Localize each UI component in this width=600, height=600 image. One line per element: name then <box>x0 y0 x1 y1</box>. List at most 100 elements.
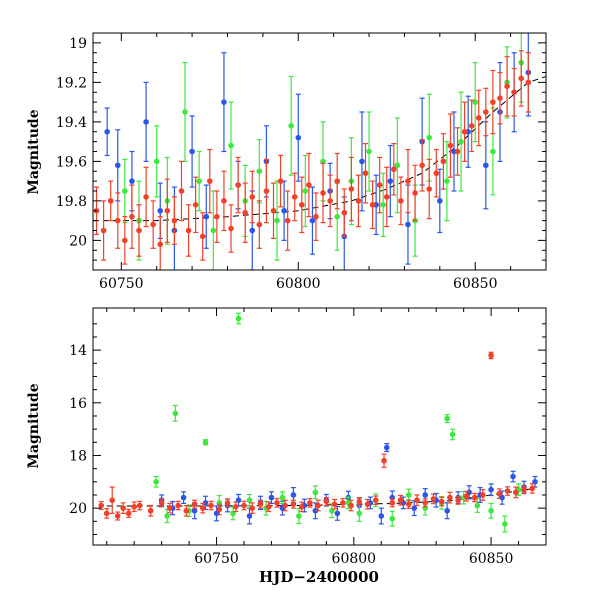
data-point <box>232 504 239 510</box>
data-point <box>381 457 387 464</box>
data-point <box>426 186 433 192</box>
data-point <box>214 213 220 220</box>
data-point <box>419 162 425 169</box>
data-point <box>98 502 105 509</box>
data-point <box>153 479 159 485</box>
data-point <box>471 494 478 501</box>
data-point <box>281 207 287 214</box>
data-point <box>313 213 319 220</box>
data-point <box>433 170 440 177</box>
data-point <box>157 241 164 248</box>
data-point <box>356 510 363 517</box>
data-point <box>483 162 489 169</box>
data-point <box>320 190 326 196</box>
data-point <box>288 123 294 129</box>
data-point <box>147 507 154 514</box>
data-point <box>274 217 280 224</box>
data-point <box>178 188 185 194</box>
data-point <box>444 178 450 184</box>
data-point <box>202 500 209 506</box>
data-point <box>356 498 363 505</box>
data-point <box>164 513 170 519</box>
data-point <box>389 515 396 522</box>
data-point <box>466 489 472 496</box>
data-point <box>529 485 536 492</box>
data-point <box>309 217 316 224</box>
data-point <box>340 500 346 506</box>
data-point <box>191 501 198 507</box>
data-point <box>122 237 128 244</box>
data-point <box>125 510 132 517</box>
data-point <box>150 221 156 228</box>
data-point <box>430 496 437 502</box>
data-point <box>136 227 142 234</box>
data-point <box>437 198 443 204</box>
data-point <box>274 500 280 506</box>
data-point <box>463 493 470 500</box>
series-0 <box>104 33 532 270</box>
data-point <box>334 213 340 220</box>
data-point <box>355 198 362 204</box>
data-point <box>372 497 379 504</box>
data-point <box>202 439 209 446</box>
data-point <box>270 207 277 214</box>
data-point <box>129 178 135 184</box>
data-point <box>422 500 429 506</box>
x-tick-label: 60750 <box>194 551 239 567</box>
data-point <box>296 513 302 519</box>
data-point <box>210 227 217 234</box>
data-point <box>518 75 525 82</box>
y-tick-label: 19.2 <box>56 75 87 91</box>
plot-frame <box>92 32 547 271</box>
data-point <box>257 501 264 507</box>
data-point <box>167 505 173 511</box>
data-point <box>511 89 517 96</box>
data-point <box>327 198 333 204</box>
data-point <box>362 170 369 177</box>
data-point <box>120 505 126 511</box>
data-point <box>246 497 253 504</box>
data-point <box>122 188 128 194</box>
series-2 <box>98 351 536 521</box>
data-point <box>157 207 164 214</box>
data-point <box>454 148 461 155</box>
data-point <box>383 444 390 451</box>
data-point <box>268 494 275 501</box>
data-point <box>458 138 464 145</box>
data-point <box>380 202 387 208</box>
data-point <box>483 109 489 115</box>
data-point <box>282 502 288 509</box>
data-point <box>136 502 143 509</box>
data-point <box>114 513 121 519</box>
data-point <box>183 507 190 514</box>
data-point <box>291 194 298 200</box>
data-point <box>490 148 496 155</box>
data-point <box>444 507 450 514</box>
data-point <box>221 99 227 105</box>
data-point <box>235 315 242 322</box>
data-point <box>383 194 390 200</box>
data-point <box>228 225 234 232</box>
data-point <box>387 178 394 184</box>
x-axis: 60750 60800 60850 <box>106 308 547 567</box>
data-point <box>411 505 418 511</box>
model-curve-line <box>93 76 546 222</box>
data-point <box>306 182 312 188</box>
data-point <box>405 501 412 507</box>
y-axis: 14 16 18 20 <box>69 323 546 535</box>
data-point <box>131 504 137 510</box>
y-axis: 19 19.2 19.4 19.6 19.8 20 <box>56 36 546 261</box>
data-point <box>341 209 348 216</box>
data-point <box>216 506 223 513</box>
data-point <box>510 473 516 480</box>
data-point <box>488 507 494 514</box>
data-point <box>263 188 270 194</box>
data-point <box>302 188 309 194</box>
data-point <box>203 213 210 220</box>
data-point <box>480 492 486 498</box>
data-point <box>426 134 433 141</box>
data-point <box>405 492 412 498</box>
data-point <box>199 233 206 240</box>
data-point <box>444 415 450 422</box>
data-point <box>192 202 199 208</box>
